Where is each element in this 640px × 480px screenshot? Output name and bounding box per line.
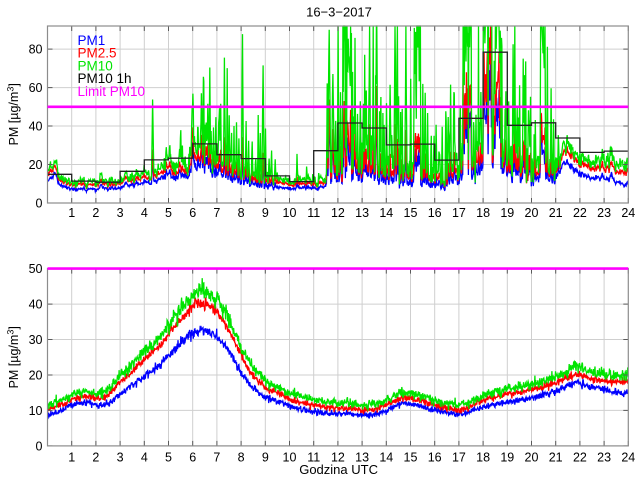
svg-text:24: 24 [621, 206, 635, 220]
svg-text:2: 2 [92, 450, 99, 464]
svg-text:19: 19 [500, 206, 514, 220]
svg-text:4: 4 [141, 450, 148, 464]
svg-text:10: 10 [29, 404, 43, 418]
svg-text:1: 1 [68, 450, 75, 464]
svg-text:8: 8 [238, 450, 245, 464]
svg-text:7: 7 [213, 450, 220, 464]
svg-text:20: 20 [525, 450, 539, 464]
svg-text:10: 10 [283, 450, 297, 464]
svg-text:Godzina UTC: Godzina UTC [299, 462, 378, 477]
svg-text:16−3−2017: 16−3−2017 [306, 5, 372, 20]
svg-text:6: 6 [189, 206, 196, 220]
svg-text:19: 19 [500, 450, 514, 464]
svg-text:20: 20 [29, 369, 43, 383]
svg-text:40: 40 [29, 298, 43, 312]
svg-text:1: 1 [68, 206, 75, 220]
svg-text:17: 17 [452, 450, 466, 464]
svg-text:16: 16 [428, 450, 442, 464]
svg-text:PM10: PM10 [78, 58, 113, 73]
svg-text:PM2.5: PM2.5 [78, 46, 117, 61]
svg-text:11: 11 [307, 206, 320, 220]
svg-text:20: 20 [29, 158, 43, 172]
svg-text:30: 30 [29, 333, 43, 347]
svg-text:7: 7 [213, 206, 220, 220]
svg-text:0: 0 [36, 197, 43, 211]
svg-text:22: 22 [573, 206, 587, 220]
svg-text:10: 10 [283, 206, 297, 220]
svg-text:13: 13 [355, 206, 369, 220]
svg-text:22: 22 [573, 450, 587, 464]
svg-text:20: 20 [525, 206, 539, 220]
svg-text:PM [µg/m3]: PM [µg/m3] [6, 83, 22, 145]
svg-text:3: 3 [117, 450, 124, 464]
svg-text:PM [µg/m3]: PM [µg/m3] [6, 326, 22, 388]
svg-text:23: 23 [597, 450, 611, 464]
svg-text:12: 12 [331, 450, 345, 464]
svg-text:40: 40 [29, 120, 43, 134]
svg-text:16: 16 [428, 206, 442, 220]
svg-text:8: 8 [238, 206, 245, 220]
svg-text:14: 14 [379, 450, 393, 464]
svg-text:17: 17 [452, 206, 466, 220]
svg-text:11: 11 [307, 450, 320, 464]
svg-text:23: 23 [597, 206, 611, 220]
svg-text:PM1: PM1 [78, 33, 106, 48]
svg-text:Limit PM10: Limit PM10 [78, 84, 146, 99]
svg-text:PM10 1h: PM10 1h [78, 71, 132, 86]
svg-text:12: 12 [331, 206, 345, 220]
svg-text:13: 13 [355, 450, 369, 464]
svg-text:50: 50 [29, 262, 43, 276]
svg-text:21: 21 [549, 450, 563, 464]
svg-text:3: 3 [117, 206, 124, 220]
svg-text:5: 5 [165, 450, 172, 464]
svg-text:15: 15 [404, 206, 418, 220]
svg-text:80: 80 [29, 43, 43, 57]
svg-text:21: 21 [549, 206, 563, 220]
svg-text:14: 14 [379, 206, 393, 220]
svg-text:0: 0 [36, 440, 43, 454]
svg-text:5: 5 [165, 206, 172, 220]
svg-text:2: 2 [92, 206, 99, 220]
svg-text:9: 9 [262, 206, 269, 220]
svg-text:9: 9 [262, 450, 269, 464]
svg-text:18: 18 [476, 450, 490, 464]
svg-text:15: 15 [404, 450, 418, 464]
svg-text:4: 4 [141, 206, 148, 220]
svg-text:6: 6 [189, 450, 196, 464]
svg-text:18: 18 [476, 206, 490, 220]
svg-text:60: 60 [29, 81, 43, 95]
svg-text:24: 24 [621, 450, 635, 464]
